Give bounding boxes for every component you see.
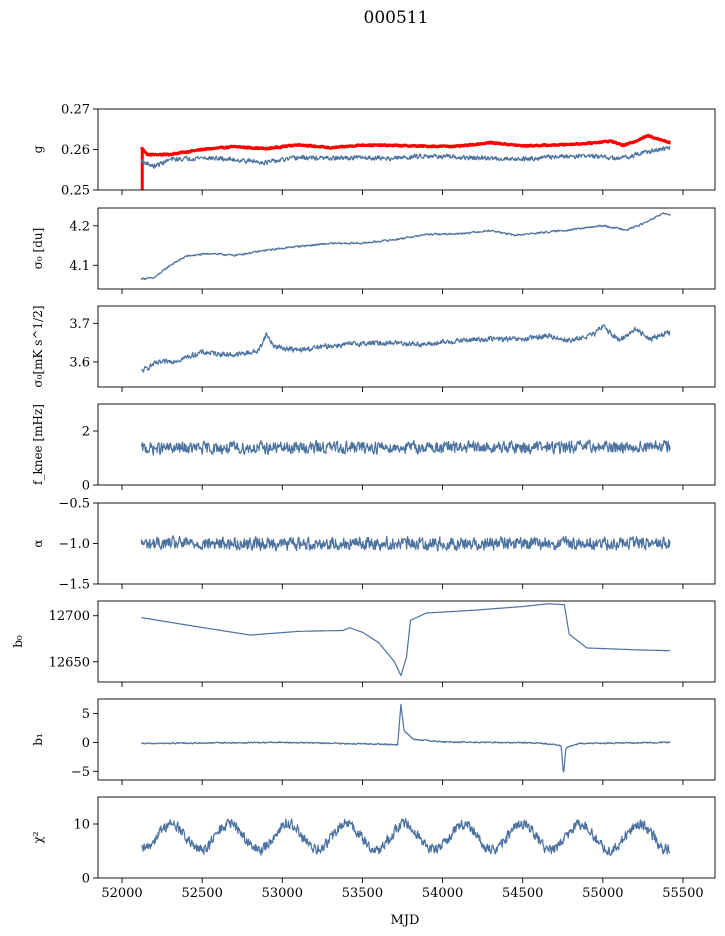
y-tick-label-alpha: −0.5 — [58, 497, 90, 512]
series-line-sigma0-mk-0 — [140, 324, 671, 373]
y-tick-label-alpha: −1.5 — [58, 578, 90, 593]
y-axis-label-sigma0-du: σ₀ [du] — [31, 228, 45, 270]
x-tick-label: 52000 — [101, 886, 142, 901]
y-tick-label-chi2: 10 — [73, 818, 90, 833]
y-tick-label-sigma0-du: 4.1 — [69, 259, 90, 274]
panel-sigma0-mk: 3.6 3.7 σ₀[mK s^1/2] — [31, 305, 716, 392]
x-tick-label: 54000 — [422, 886, 463, 901]
panel-fknee: 0 2 f_knee [mHz] — [31, 403, 716, 494]
series-line-fknee-0 — [140, 439, 671, 456]
x-axis-label: MJD — [391, 913, 420, 928]
figure-title: 000511 — [364, 8, 429, 28]
panel-g: 0.25 0.26 0.27 g — [31, 103, 716, 199]
y-axis-label-b1: b₁ — [31, 733, 45, 746]
series-line-b0-0 — [141, 603, 671, 677]
panel-b1: −5 0 5 b₁ — [31, 698, 716, 785]
y-tick-label-b1: 5 — [82, 707, 90, 722]
axes-frame-chi2 — [97, 796, 716, 879]
x-tick-label: 52500 — [181, 886, 222, 901]
x-tick-label: 55500 — [662, 886, 703, 901]
y-tick-label-alpha: −1.0 — [58, 537, 90, 552]
y-axis-label-sigma0-mk: σ₀[mK s^1/2] — [31, 305, 45, 387]
y-axis-label-alpha: α — [31, 539, 45, 547]
y-axis-label-chi2: χ² — [31, 831, 45, 843]
x-tick-label: 55000 — [582, 886, 623, 901]
y-tick-label-sigma0-mk: 3.6 — [69, 355, 90, 370]
series-line-g-0 — [139, 133, 672, 157]
y-tick-label-g: 0.27 — [61, 103, 90, 118]
y-tick-label-g: 0.25 — [61, 184, 90, 199]
y-tick-label-fknee: 2 — [82, 425, 90, 440]
x-tick-label: 53500 — [342, 886, 383, 901]
x-tick-label: 54500 — [502, 886, 543, 901]
axes-frame-sigma0-du — [97, 207, 716, 290]
y-axis-label-fknee: f_knee [mHz] — [31, 404, 45, 485]
y-tick-label-sigma0-du: 4.2 — [69, 219, 90, 234]
y-tick-label-chi2: 0 — [82, 872, 90, 887]
y-tick-label-sigma0-mk: 3.7 — [69, 317, 90, 332]
y-axis-label-b0: b₀ — [11, 635, 25, 648]
y-tick-label-b1: −5 — [71, 765, 90, 780]
panels-group: 0.25 0.26 0.27 g 4.1 4.2 σ₀ [du] 3.6 3.7 σ₀[mK s^… — [11, 103, 716, 901]
axes-frame-b0 — [97, 600, 716, 683]
y-tick-label-b0: 12700 — [49, 609, 90, 624]
series-line-alpha-0 — [140, 535, 671, 552]
y-tick-label-b1: 0 — [82, 736, 90, 751]
panel-b0: 12650 12700 b₀ — [11, 600, 716, 687]
panel-chi2: 0 10 52000 52500 53000 53500 54000 54500 55000 55… — [31, 796, 716, 901]
y-axis-label-g: g — [31, 145, 45, 153]
series-line-b1-0 — [141, 703, 671, 773]
y-tick-label-b0: 12650 — [49, 655, 90, 670]
x-tick-label: 53000 — [262, 886, 303, 901]
y-tick-label-fknee: 0 — [82, 479, 90, 494]
axes-frame-sigma0-mk — [97, 305, 716, 388]
panel-sigma0-du: 4.1 4.2 σ₀ [du] — [31, 207, 716, 294]
series-line-chi2-0 — [141, 818, 671, 856]
axes-frame-fknee — [97, 403, 716, 486]
series-line-g-1 — [140, 146, 671, 169]
series-line-sigma0-du-0 — [140, 212, 671, 280]
axes-frame-b1 — [97, 698, 716, 781]
y-tick-label-g: 0.26 — [61, 143, 90, 158]
panel-alpha: −1.5 −1.0 −0.5 α — [31, 497, 716, 593]
